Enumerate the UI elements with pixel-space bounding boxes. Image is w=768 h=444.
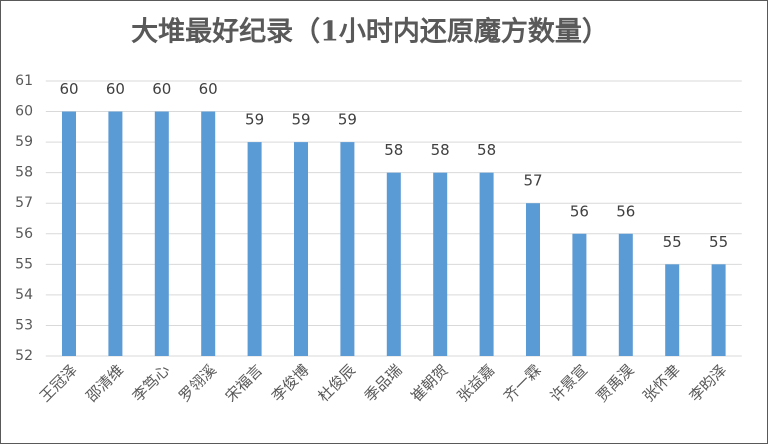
bar — [479, 172, 494, 356]
value-label: 60 — [59, 80, 78, 98]
value-label: 56 — [570, 202, 589, 220]
value-label: 57 — [523, 172, 542, 190]
y-tick-label: 53 — [15, 317, 33, 333]
bar — [572, 233, 587, 356]
y-tick-label: 60 — [15, 104, 33, 120]
bar — [294, 142, 308, 356]
y-tick-label: 56 — [15, 226, 33, 242]
value-label: 60 — [106, 80, 125, 98]
y-tick-label: 54 — [15, 287, 33, 303]
value-label: 58 — [384, 141, 403, 159]
bar — [665, 264, 680, 356]
value-label: 59 — [245, 111, 264, 129]
value-label: 60 — [199, 80, 218, 98]
y-tick-label: 52 — [15, 348, 33, 364]
bar — [526, 203, 540, 356]
bar — [433, 172, 448, 356]
bar — [711, 264, 726, 356]
y-tick-label: 59 — [15, 134, 33, 150]
bar — [386, 172, 401, 356]
y-tick-label: 58 — [15, 165, 33, 181]
value-label: 59 — [291, 111, 310, 129]
value-label: 55 — [709, 233, 728, 251]
bar — [340, 142, 355, 356]
value-label: 58 — [477, 141, 496, 159]
y-tick-label: 57 — [15, 195, 33, 211]
value-label: 55 — [663, 233, 682, 251]
y-tick-label: 55 — [15, 256, 33, 272]
bar — [108, 111, 123, 356]
bar — [247, 142, 262, 356]
bar — [618, 233, 633, 356]
bar — [62, 111, 76, 356]
value-label: 60 — [152, 80, 171, 98]
y-tick-label: 61 — [15, 73, 33, 89]
value-label: 56 — [616, 202, 635, 220]
value-label: 58 — [431, 141, 450, 159]
bar — [154, 111, 169, 356]
bar — [201, 111, 216, 356]
value-label: 59 — [338, 111, 357, 129]
chart-title: 大堆最好纪录（1小时内还原魔方数量） — [131, 16, 609, 48]
